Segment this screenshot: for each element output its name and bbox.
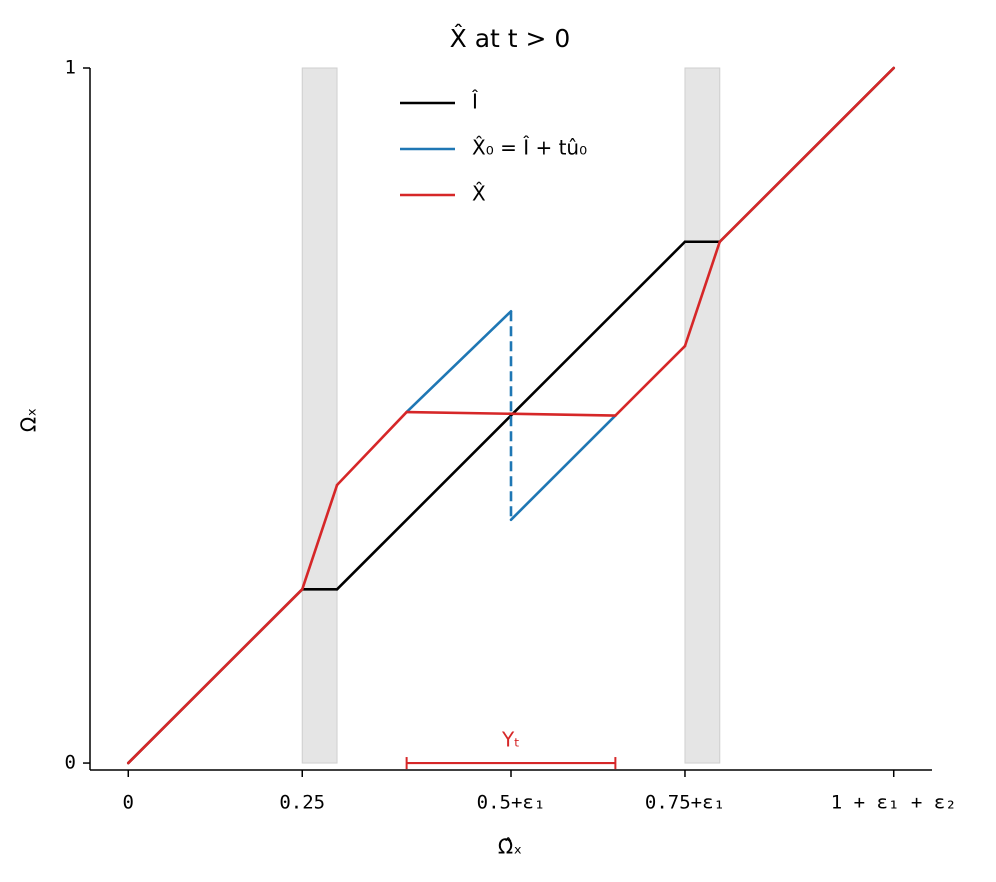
legend-label: Î [471, 90, 478, 114]
x-tick-label: 0.75+ε₁ [645, 792, 725, 814]
interval-label: Υₜ [501, 728, 520, 752]
line-segment [335, 240, 687, 591]
line-segment [335, 410, 408, 487]
line-segment [718, 66, 896, 244]
x-tick-label: 0.25 [279, 792, 325, 814]
shaded-region [684, 67, 721, 764]
line-segment [126, 587, 304, 765]
chart-title: X̂ at t > 0 [450, 24, 571, 53]
line-segment [614, 344, 687, 417]
y-tick-label: 0 [65, 752, 76, 774]
legend-label: X̂₀ = Î + tû₀ [472, 136, 587, 160]
x-tick-label: 0 [123, 792, 134, 814]
line-segment [683, 240, 722, 348]
line-segment [300, 483, 339, 591]
legend-label: X̂ [472, 182, 486, 206]
line-segment [405, 309, 513, 414]
x-axis-label: Ω̂ₓ [498, 835, 522, 859]
line-segment [509, 414, 617, 522]
x-tick-label: 1 + ε₁ + ε₂ [831, 792, 957, 814]
shaded-region [301, 67, 338, 764]
x-tick-label: 0.5+ε₁ [477, 792, 546, 814]
line-segment [405, 410, 617, 417]
y-tick-label: 1 [65, 57, 76, 79]
y-axis-label: Ωₓ [17, 408, 41, 432]
